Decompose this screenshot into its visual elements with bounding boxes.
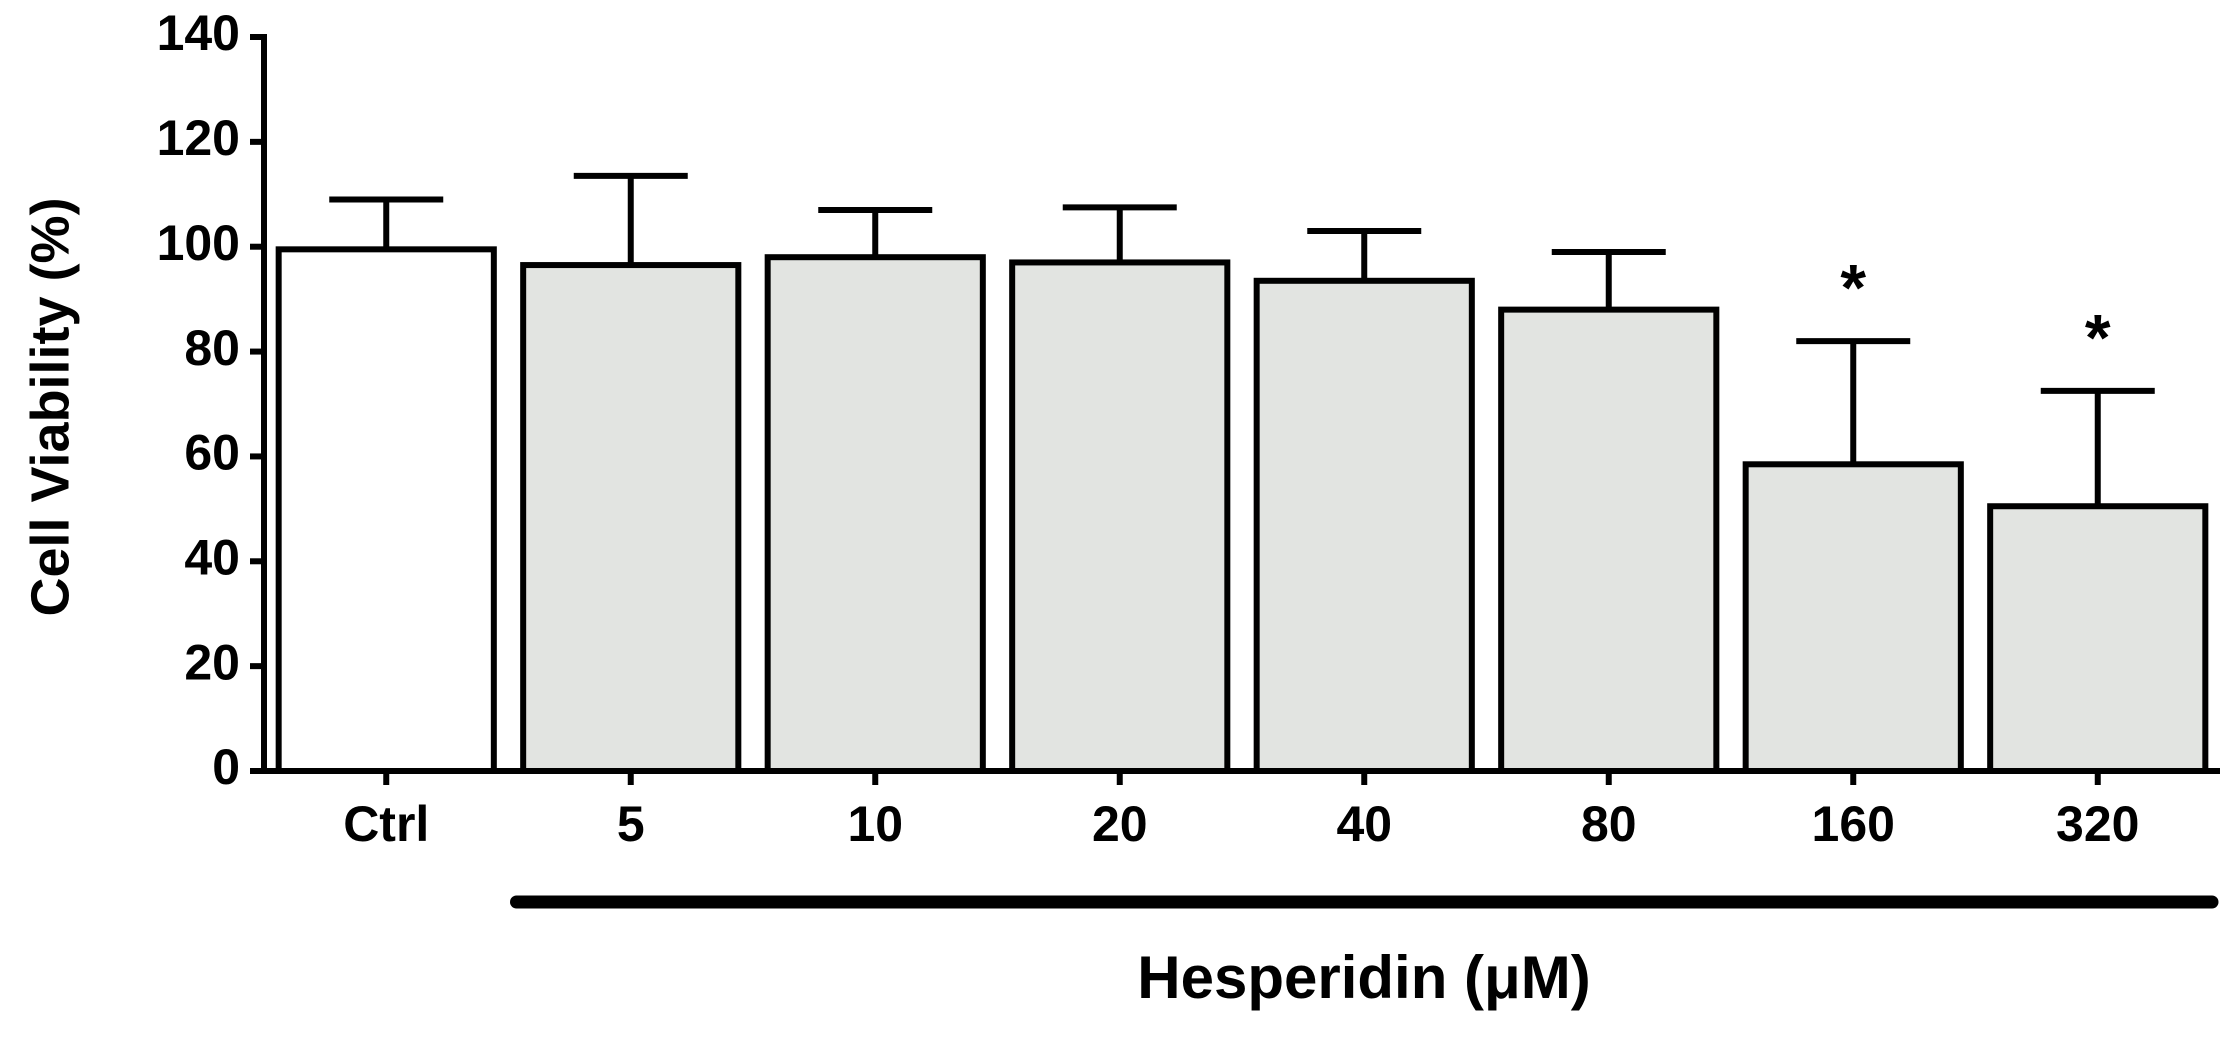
y-axis-label: Cell Viability (%) [20, 197, 80, 616]
y-tick-label: 140 [157, 5, 240, 61]
bar [1253, 277, 1475, 774]
significance-mark: * [2085, 300, 2111, 374]
significance-mark: * [1840, 251, 1866, 325]
y-tick-label: 80 [184, 320, 240, 376]
x-tick-label: 5 [617, 796, 645, 852]
x-tick-label: 160 [1812, 796, 1895, 852]
x-axis-label: Hesperidin (μM) [1137, 944, 1590, 1011]
x-tick-label: Ctrl [343, 796, 429, 852]
x-tick-label: 20 [1092, 796, 1148, 852]
x-tick-label: 10 [847, 796, 903, 852]
y-tick-label: 20 [184, 634, 240, 690]
x-tick-label: 40 [1336, 796, 1392, 852]
bar [275, 246, 497, 775]
y-tick-label: 40 [184, 529, 240, 585]
y-tick-label: 120 [157, 110, 240, 166]
bar [1987, 503, 2209, 774]
bar [1009, 259, 1231, 774]
y-tick-label: 100 [157, 215, 240, 271]
x-tick-label: 80 [1581, 796, 1637, 852]
y-tick-label: 60 [184, 425, 240, 481]
x-tick-label: 320 [2056, 796, 2139, 852]
bar [1498, 306, 1720, 774]
bar [520, 262, 742, 774]
bar [764, 254, 986, 774]
bar [1742, 461, 1964, 774]
y-tick-label: 0 [212, 739, 240, 795]
